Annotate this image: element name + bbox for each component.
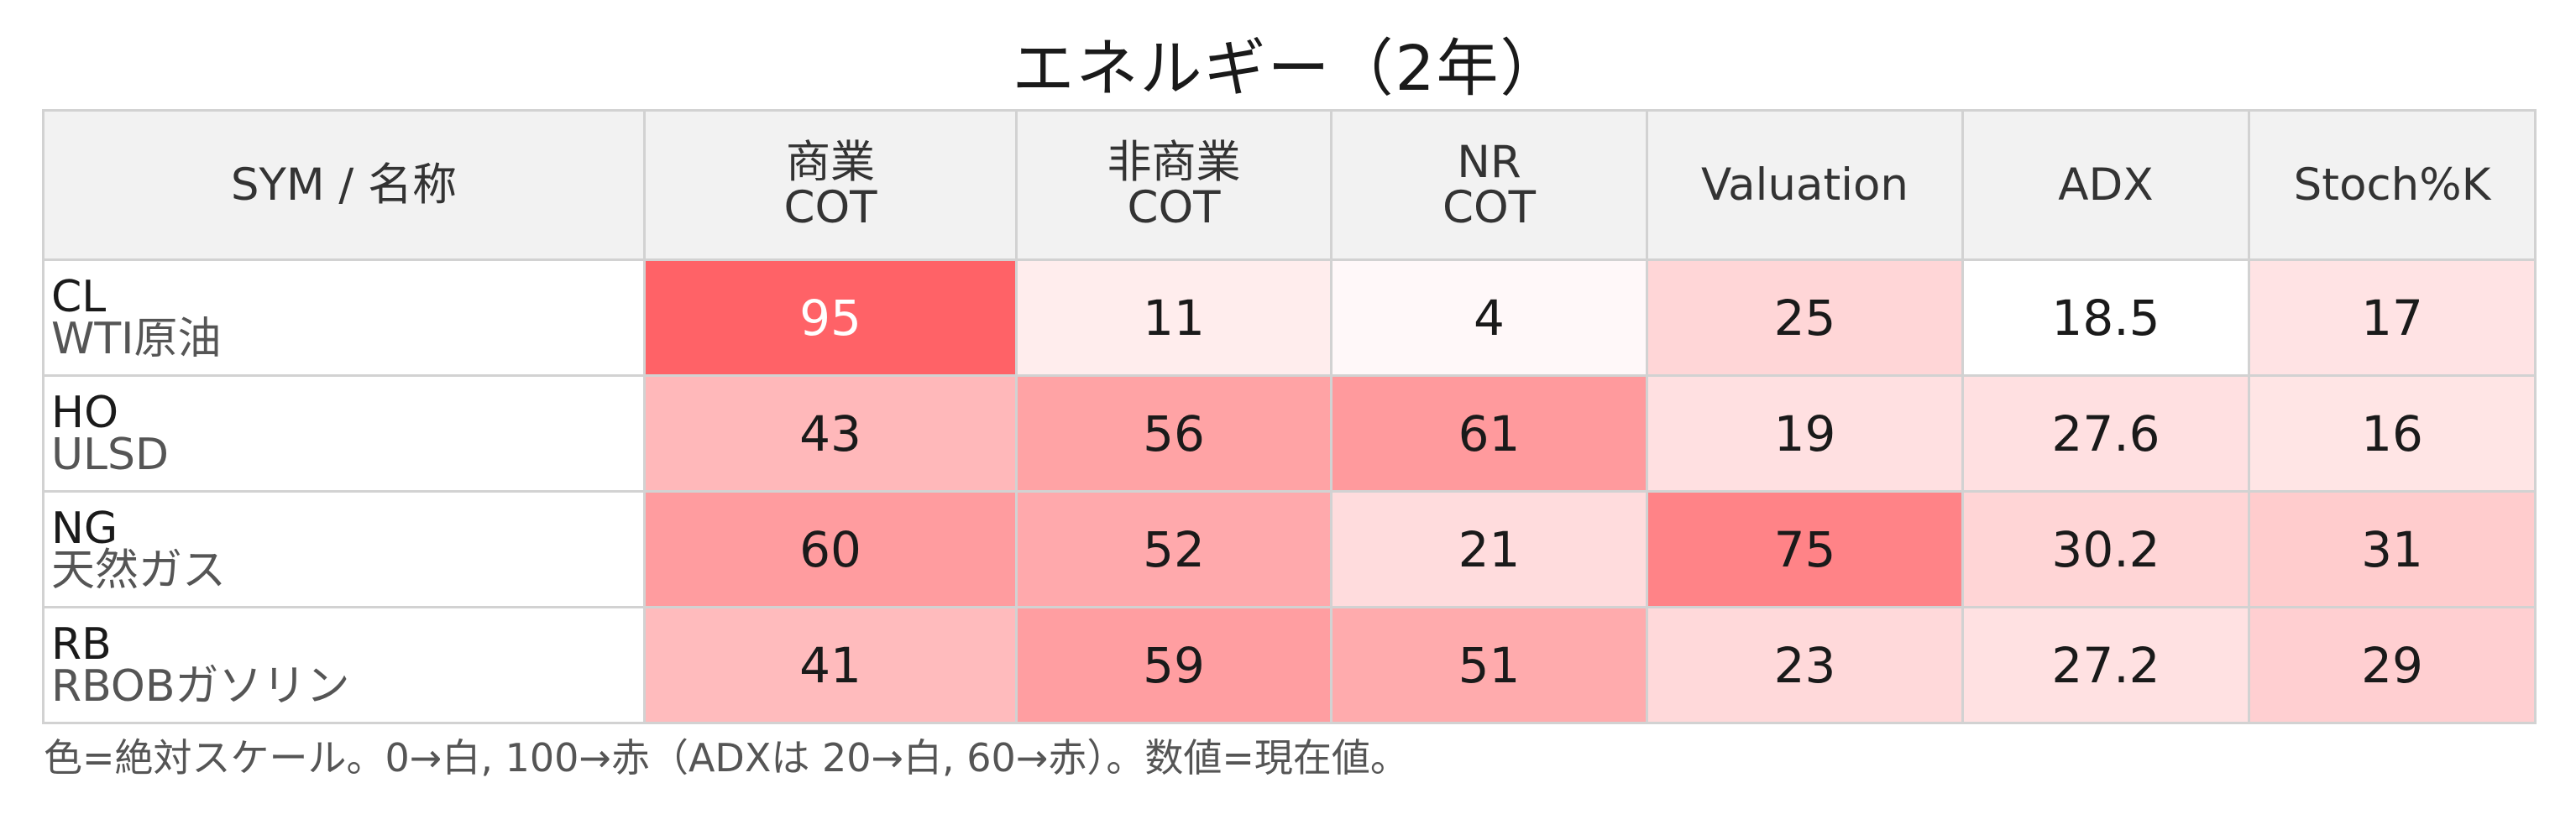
row-symbol: RB: [51, 619, 112, 670]
row-name: WTI原油: [51, 313, 222, 364]
heatmap-cell: 27.2: [1961, 606, 2250, 724]
row-header: RB RBOBガソリン: [42, 606, 646, 724]
column-header-line: 非商業: [1107, 136, 1241, 188]
column-header-line: ADX: [2058, 159, 2154, 211]
heatmap-cell: 17: [2248, 258, 2537, 377]
column-header-adx: ADX: [1961, 109, 2250, 261]
heatmap-cell: 52: [1015, 490, 1333, 608]
heatmap-cell: 60: [643, 490, 1018, 608]
row-header: CL WTI原油: [42, 258, 646, 377]
heatmap-cell: 30.2: [1961, 490, 2250, 608]
heatmap-cell: 18.5: [1961, 258, 2250, 377]
column-header-stoch-k: Stoch%K: [2248, 109, 2537, 261]
column-header-line: Stoch%K: [2293, 159, 2491, 211]
column-header-line: 商業: [786, 136, 875, 188]
row-symbol: HO: [51, 387, 119, 438]
heatmap-cell: 95: [643, 258, 1018, 377]
heatmap-cell: 4: [1330, 258, 1648, 377]
row-name: RBOBガソリン: [51, 660, 350, 712]
row-name: 天然ガス: [51, 545, 227, 596]
heatmap-cell: 43: [643, 374, 1018, 493]
heatmap-cell: 31: [2248, 490, 2537, 608]
heatmap-cell: 56: [1015, 374, 1333, 493]
heatmap-cell: 27.6: [1961, 374, 2250, 493]
column-header-valuation: Valuation: [1646, 109, 1964, 261]
heatmap-cell: 23: [1646, 606, 1964, 724]
heatmap-cell: 29: [2248, 606, 2537, 724]
heatmap-cell: 25: [1646, 258, 1964, 377]
row-header-label: SYM / 名称: [42, 109, 646, 261]
table-row: HO ULSD 43 56 61 19 27.6 16: [42, 374, 2537, 493]
table-row: RB RBOBガソリン 41 59 51 23 27.2 29: [42, 606, 2537, 724]
column-header-line: COT: [1127, 181, 1221, 233]
table-row: NG 天然ガス 60 52 21 75 30.2 31: [42, 490, 2537, 608]
table-row: CL WTI原油 95 11 4 25 18.5 17: [42, 258, 2537, 377]
column-header-line: COT: [1442, 181, 1537, 233]
row-symbol: CL: [51, 271, 107, 322]
column-header-line: COT: [783, 181, 877, 233]
header-row: SYM / 名称 商業 COT 非商業 COT NR COT Valuation…: [42, 109, 2537, 261]
footnote: 色=絶対スケール。0→白, 100→赤（ADXは 20→白, 60→赤）。数値=…: [44, 735, 1409, 780]
column-header-line: Valuation: [1701, 159, 1908, 211]
heatmap-cell: 11: [1015, 258, 1333, 377]
heatmap-cell: 59: [1015, 606, 1333, 724]
column-header-comm-cot: 商業 COT: [643, 109, 1018, 261]
heatmap-cell: 41: [643, 606, 1018, 724]
heatmap-table: SYM / 名称 商業 COT 非商業 COT NR COT Valuation…: [42, 109, 2537, 724]
heatmap-cell: 75: [1646, 490, 1964, 608]
row-name: ULSD: [51, 429, 170, 480]
column-header-nr-cot: NR COT: [1330, 109, 1648, 261]
column-header-noncomm-cot: 非商業 COT: [1015, 109, 1333, 261]
heatmap-cell: 61: [1330, 374, 1648, 493]
heatmap-cell: 51: [1330, 606, 1648, 724]
row-header: NG 天然ガス: [42, 490, 646, 608]
row-header: HO ULSD: [42, 374, 646, 493]
heatmap-cell: 19: [1646, 374, 1964, 493]
column-header-line: NR: [1457, 136, 1521, 188]
heatmap-cell: 21: [1330, 490, 1648, 608]
row-symbol: NG: [51, 503, 118, 554]
heatmap-cell: 16: [2248, 374, 2537, 493]
chart-title: エネルギー（2年）: [1012, 33, 1564, 105]
